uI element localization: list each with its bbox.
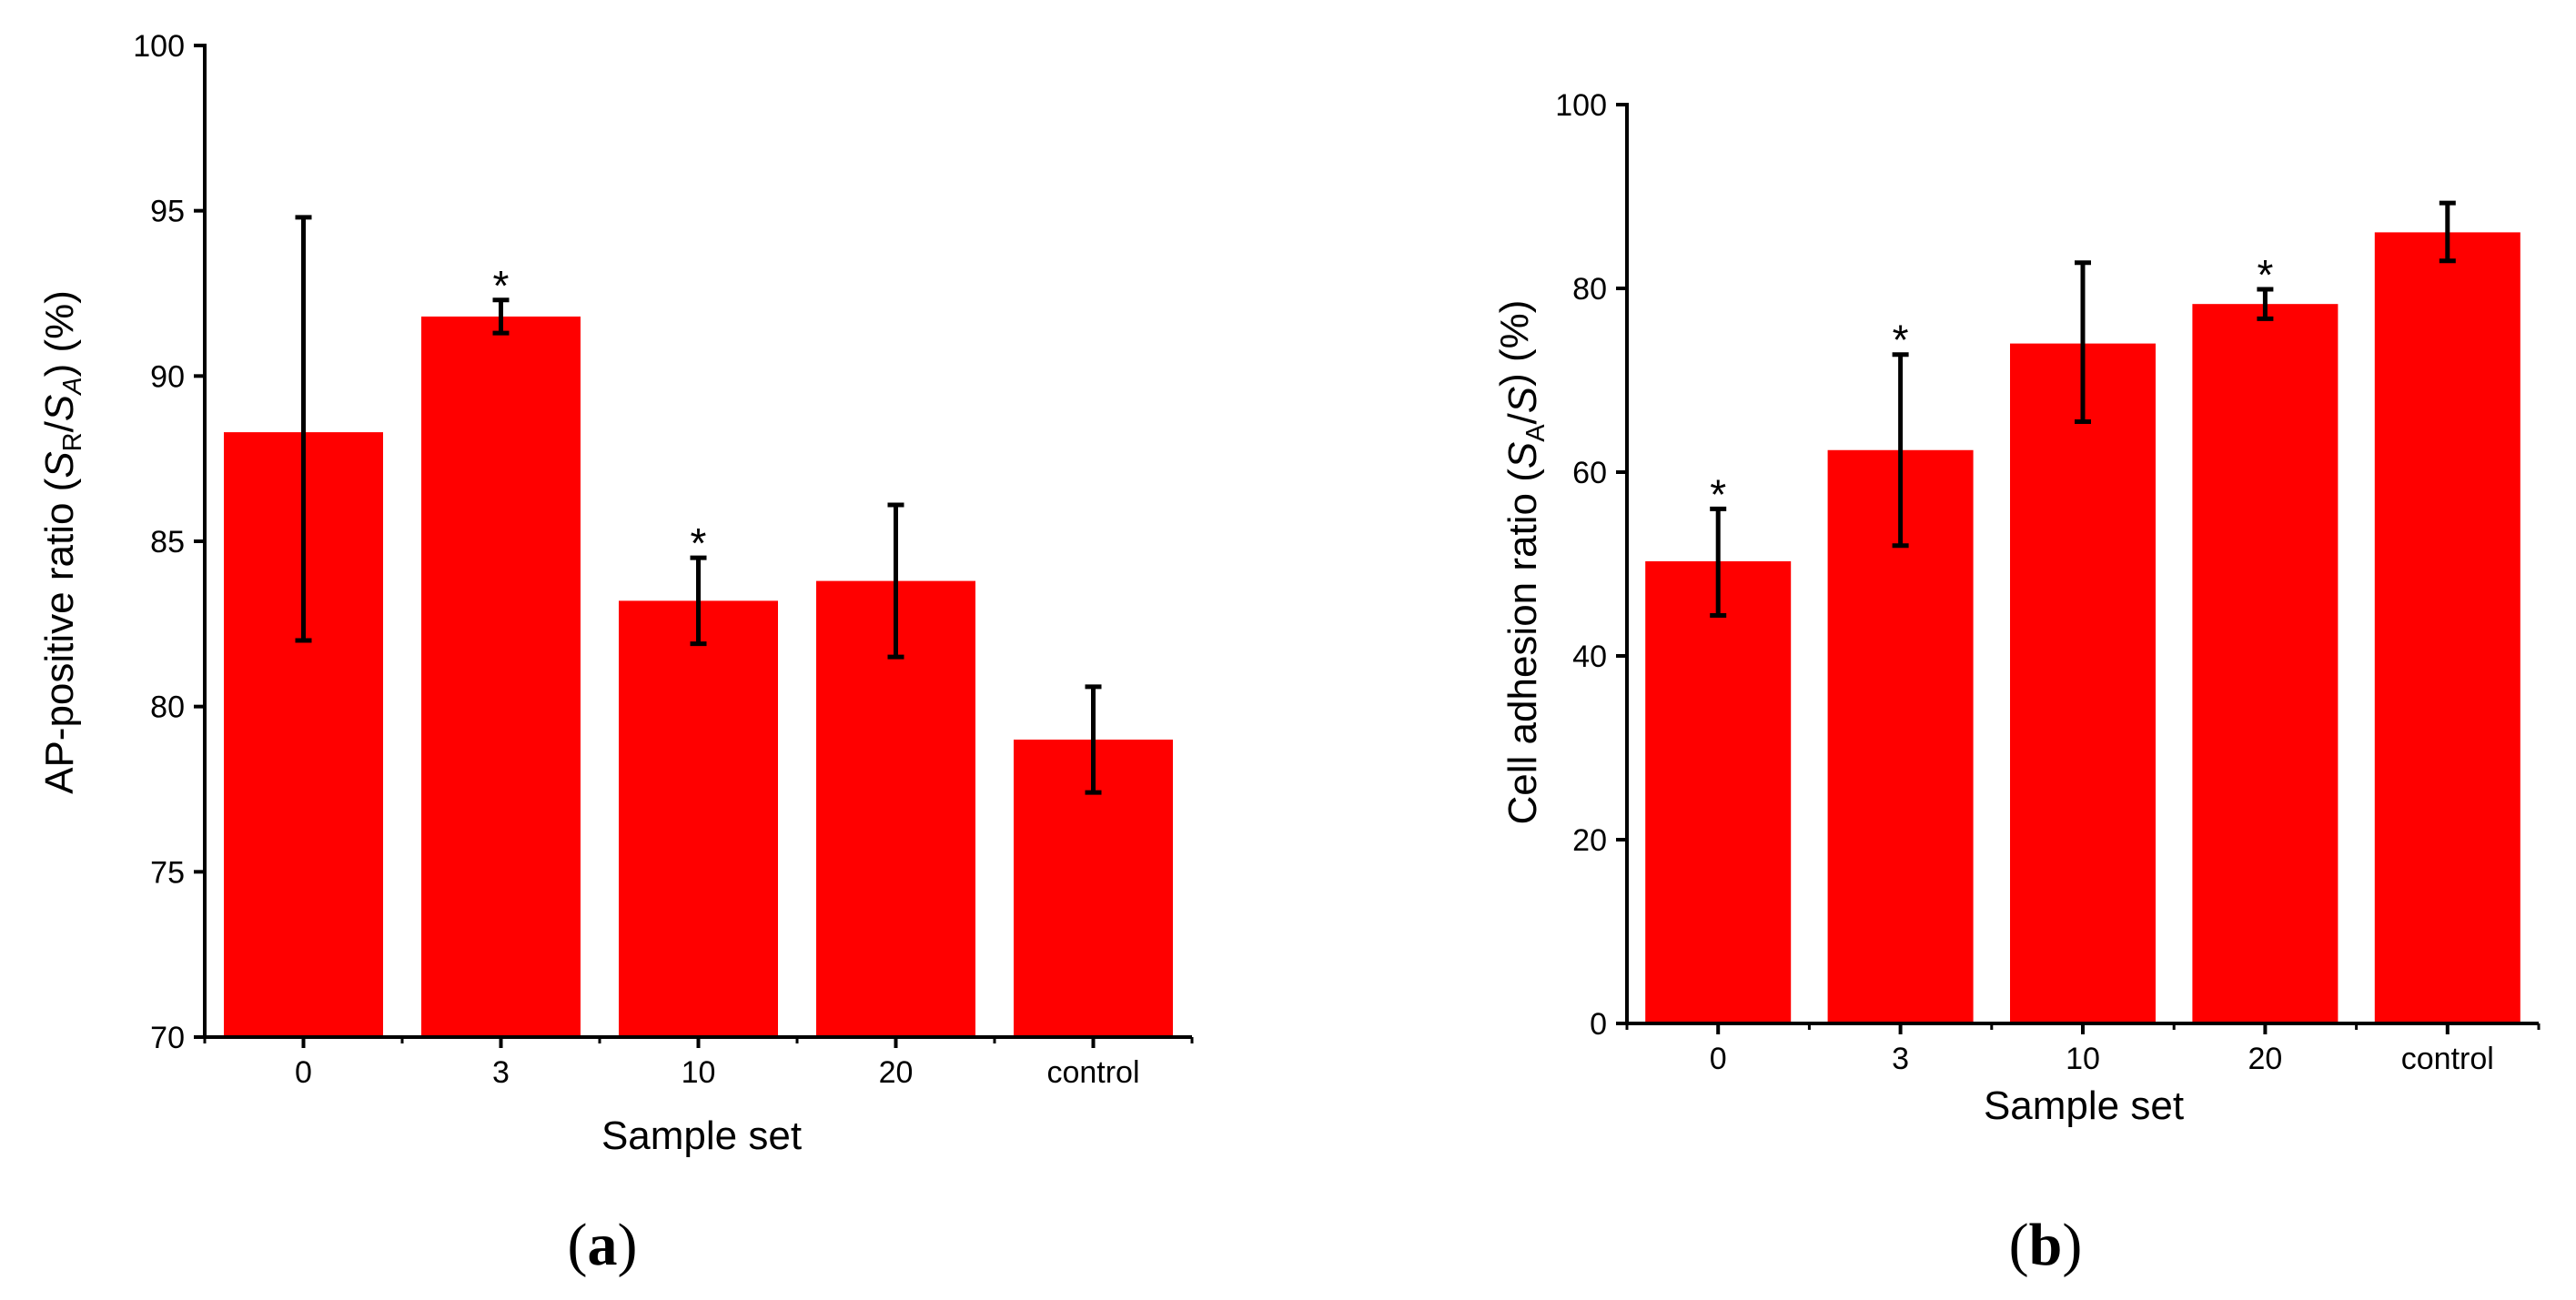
x-tick-label-a-0: 0 (295, 1055, 312, 1090)
x-axis-title-b: Sample set (1984, 1083, 2184, 1128)
x-tick-label-b-1: 3 (1892, 1042, 1909, 1076)
error-bars-group-a (295, 215, 1102, 795)
y-tick-label-a-4: 90 (150, 359, 185, 394)
x-tick-label-b-3: 20 (2248, 1042, 2282, 1076)
chart-panel-b: * * * 0 20 40 60 80 100 0 3 10 20 control Sample se… (1492, 88, 2541, 1278)
y-tick-label-b-5: 100 (1555, 88, 1607, 123)
bar-b-2 (2010, 343, 2156, 1024)
bar-a-2 (619, 600, 778, 1037)
x-ticks-a: 0 3 10 20 control (203, 1037, 1194, 1090)
y-axis-title-a: AP-positive ratio (SR/SA) (%) (37, 290, 87, 794)
y-axis-title-b: Cell adhesion ratio (SA/S) (%) (1492, 300, 1551, 825)
significance-mark-a-2: * (691, 519, 707, 567)
significance-group-a: ** (493, 262, 707, 567)
significance-mark-b-0: * (1710, 470, 1726, 518)
x-tick-label-a-4: control (1046, 1055, 1139, 1090)
panel-label-a: (a) (568, 1212, 638, 1278)
significance-mark-b-1: * (1893, 317, 1909, 364)
x-ticks-b: 0 3 10 20 control (1625, 1023, 2541, 1076)
y-ticks-b: 0 20 40 60 80 100 (1555, 88, 1627, 1042)
y-tick-label-b-3: 60 (1572, 456, 1607, 490)
y-tick-label-a-0: 70 (150, 1021, 185, 1055)
significance-mark-b-3: * (2257, 251, 2273, 298)
y-tick-label-b-1: 20 (1572, 823, 1607, 858)
panel-label-b: (b) (2009, 1212, 2083, 1278)
y-tick-label-b-0: 0 (1590, 1007, 1607, 1042)
error-bars-group-b (1710, 200, 2456, 619)
x-tick-label-b-0: 0 (1710, 1042, 1727, 1076)
x-tick-label-a-1: 3 (492, 1055, 510, 1090)
y-tick-label-b-2: 40 (1572, 640, 1607, 674)
significance-group-b: * * * (1710, 251, 2273, 518)
significance-mark-a-1: * (493, 262, 510, 309)
bars-group-a (224, 316, 1173, 1038)
y-ticks-a: 70 75 80 85 90 95 100 (133, 29, 205, 1055)
y-tick-label-a-6: 100 (133, 29, 185, 64)
y-tick-label-a-1: 75 (150, 855, 185, 890)
x-tick-label-a-2: 10 (682, 1055, 716, 1090)
x-tick-label-b-4: control (2401, 1042, 2494, 1076)
y-tick-label-a-2: 80 (150, 690, 185, 725)
y-tick-label-a-3: 85 (150, 525, 185, 559)
x-tick-label-a-3: 20 (879, 1055, 914, 1090)
x-tick-label-b-2: 10 (2066, 1042, 2100, 1076)
bar-b-4 (2374, 232, 2520, 1023)
bar-a-1 (421, 316, 581, 1037)
x-axis-title-a: Sample set (601, 1114, 802, 1158)
y-tick-label-a-5: 95 (150, 195, 185, 229)
bar-b-3 (2192, 304, 2339, 1023)
bar-b-0 (1645, 560, 1792, 1023)
y-tick-label-b-4: 80 (1572, 272, 1607, 307)
bars-group-b (1645, 232, 2520, 1024)
